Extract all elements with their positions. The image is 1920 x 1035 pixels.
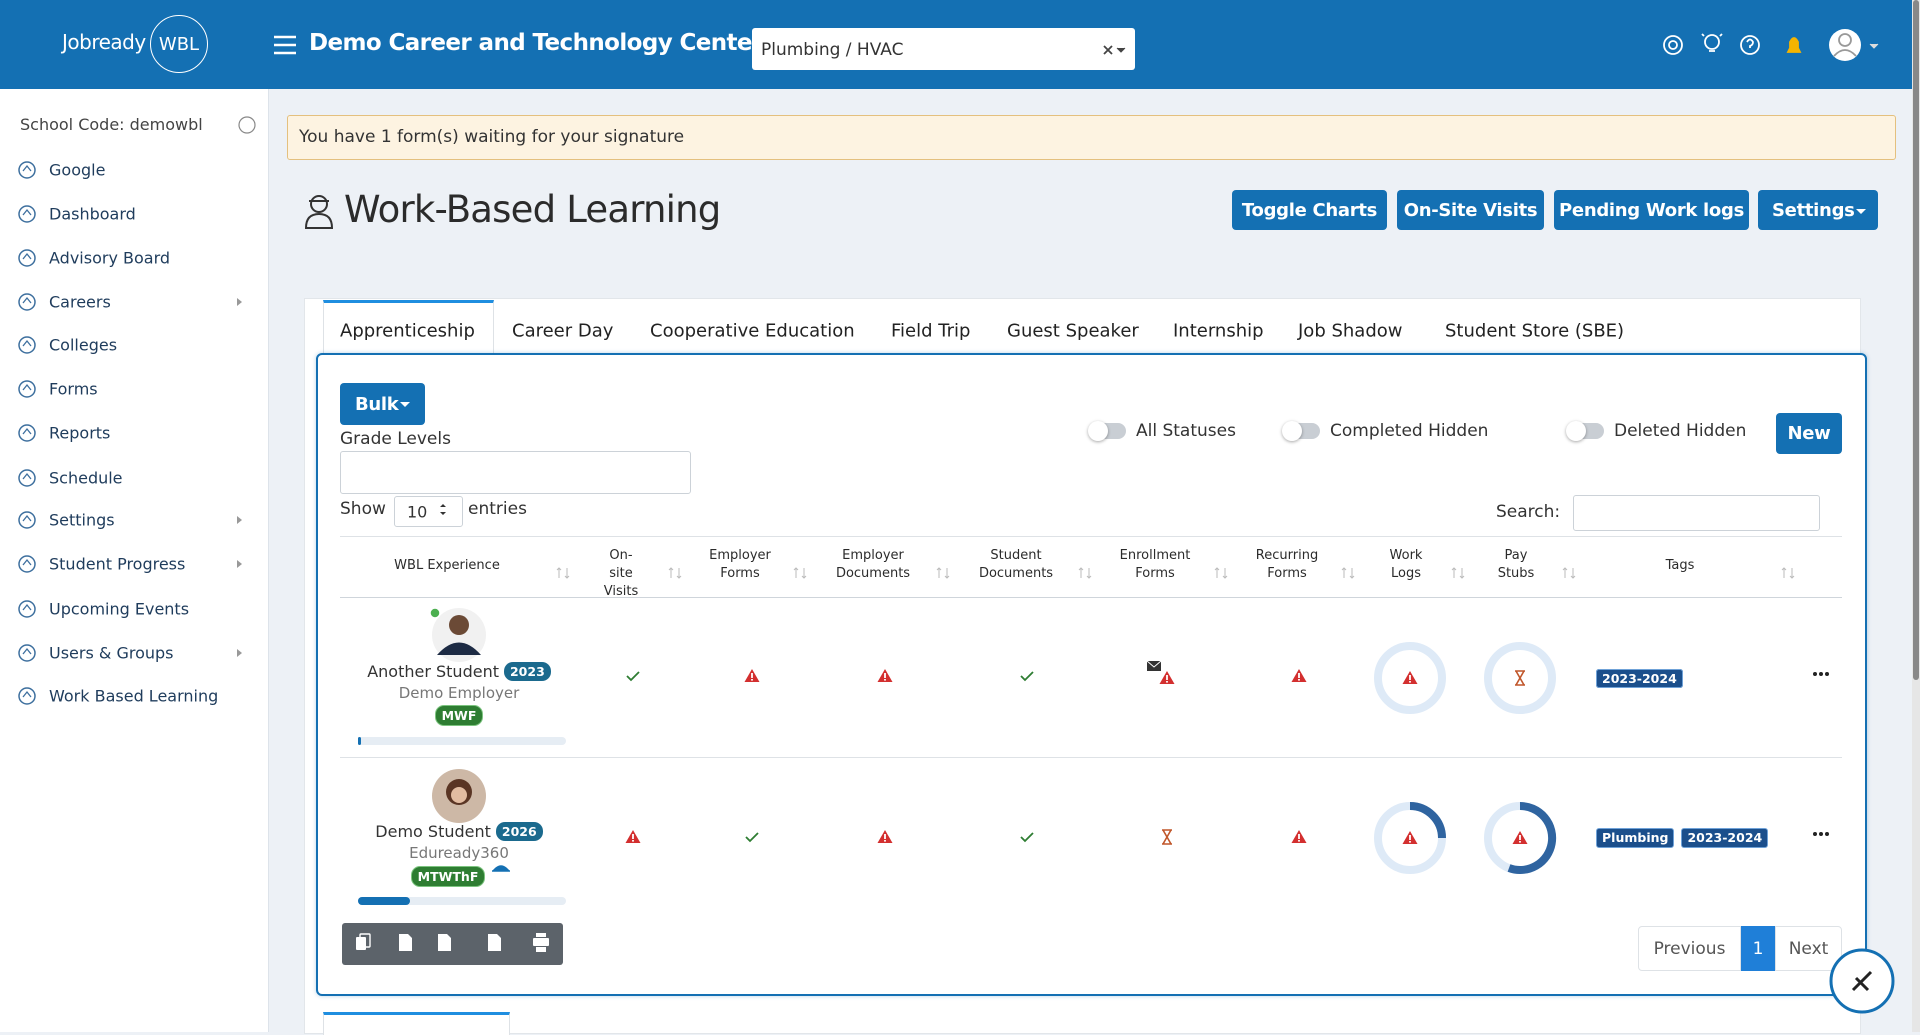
column-header[interactable]: Recurring Forms: [1255, 548, 1319, 581]
progress-fill: [358, 737, 361, 745]
program-select[interactable]: [752, 28, 1135, 70]
column-header[interactable]: Employer Forms: [709, 548, 771, 581]
toggle-label: Deleted Hidden: [1614, 421, 1747, 441]
column-header[interactable]: WBL Experience: [394, 558, 500, 573]
student-name[interactable]: Demo Student: [375, 822, 491, 841]
settings-button[interactable]: Settings: [1758, 190, 1878, 230]
school-code: School Code: demowbl: [20, 115, 203, 134]
nav-item[interactable]: Careers: [49, 292, 111, 312]
student-line: Demo Student 2026: [339, 822, 579, 841]
toggle-switch[interactable]: [1088, 421, 1126, 441]
page-title: Work-Based Learning: [344, 188, 721, 231]
column-header[interactable]: Pay Stubs: [1497, 548, 1535, 581]
schedule-wrap: MTWThF: [339, 866, 579, 887]
table-header: [340, 536, 1842, 598]
pagination-next[interactable]: Next: [1775, 926, 1842, 971]
toggle-charts-button[interactable]: Toggle Charts: [1232, 190, 1387, 230]
nav-item[interactable]: Upcoming Events: [49, 599, 190, 619]
scrollbar[interactable]: [1912, 0, 1920, 1032]
tab[interactable]: Student Store (SBE): [1445, 320, 1625, 342]
onsite-visits-button[interactable]: On-Site Visits: [1397, 190, 1544, 230]
entries-label: entries: [468, 499, 527, 519]
nav-item[interactable]: Colleges: [49, 335, 118, 355]
nav-item[interactable]: Users & Groups: [49, 643, 174, 663]
brand-badge: WBL: [150, 15, 208, 73]
tab[interactable]: Field Trip: [891, 320, 971, 342]
schedule-badge: MTWThF: [410, 866, 486, 887]
tab[interactable]: Job Shadow: [1298, 320, 1403, 342]
column-header[interactable]: Enrollment Forms: [1119, 548, 1191, 581]
column-header[interactable]: Employer Documents: [835, 548, 911, 581]
export-buttons[interactable]: [342, 923, 563, 965]
column-header[interactable]: On-site Visits: [603, 548, 639, 599]
toggle-label: All Statuses: [1136, 421, 1236, 441]
nav-item[interactable]: Google: [49, 160, 106, 180]
active-tab[interactable]: [323, 300, 494, 358]
progress-fill: [358, 897, 410, 905]
nav-item[interactable]: Advisory Board: [49, 248, 171, 268]
column-header[interactable]: Student Documents: [978, 548, 1054, 581]
tab[interactable]: Apprenticeship: [340, 320, 475, 342]
tab[interactable]: Guest Speaker: [1007, 320, 1139, 342]
tag: Plumbing: [1596, 828, 1675, 848]
nav-item[interactable]: Reports: [49, 423, 111, 443]
scrollbar-thumb[interactable]: [1913, 0, 1919, 680]
progress-track: [358, 737, 566, 745]
nav-item[interactable]: Student Progress: [49, 554, 186, 574]
employer: Eduready360: [409, 844, 509, 862]
tags: Plumbing 2023-2024: [1596, 828, 1769, 848]
tab[interactable]: Internship: [1173, 320, 1264, 342]
progress-track: [358, 897, 566, 905]
tab[interactable]: Cooperative Education: [650, 320, 855, 342]
icon-part: [310, 195, 328, 213]
entries-select[interactable]: [394, 496, 463, 527]
tag: 2023-2024: [1681, 828, 1769, 848]
column-header[interactable]: Work Logs: [1389, 548, 1423, 581]
nav-item[interactable]: Dashboard: [49, 204, 136, 224]
icon-part: [304, 212, 334, 229]
student-line: Another Student 2023: [339, 662, 579, 681]
tab[interactable]: Career Day: [512, 320, 614, 342]
student-name[interactable]: Another Student: [367, 662, 499, 681]
nav-item[interactable]: Work Based Learning: [49, 686, 219, 706]
program-select-value: Plumbing / HVAC: [761, 40, 904, 60]
nav-item[interactable]: Forms: [49, 379, 98, 399]
tags: 2023-2024: [1596, 668, 1683, 688]
new-button[interactable]: New: [1776, 413, 1842, 454]
page-icon: [304, 195, 334, 229]
grade-levels-input[interactable]: [340, 451, 691, 494]
sidebar: [0, 89, 269, 1032]
alert-text: You have 1 form(s) waiting for your sign…: [299, 127, 685, 147]
search-input[interactable]: [1573, 495, 1820, 531]
pagination-page[interactable]: 1: [1741, 926, 1775, 971]
year-badge: 2026: [495, 822, 543, 841]
entries-value: 10: [407, 502, 428, 522]
employer: Demo Employer: [398, 684, 520, 702]
pagination-previous[interactable]: Previous: [1638, 926, 1741, 971]
next-card-tab: [323, 1012, 510, 1035]
grade-levels-label: Grade Levels: [340, 429, 451, 449]
nav-item[interactable]: Schedule: [49, 468, 123, 488]
pending-worklogs-button[interactable]: Pending Work logs: [1554, 190, 1749, 230]
column-header[interactable]: Tags: [1665, 558, 1695, 573]
search-label: Search:: [1496, 502, 1561, 522]
year-badge: 2023: [503, 662, 551, 681]
school-title: Demo Career and Technology Center: [309, 30, 763, 56]
alert: [287, 115, 1896, 160]
toggle-switch[interactable]: [1282, 421, 1320, 441]
schedule-wrap: MWF: [339, 705, 579, 726]
bulk-button[interactable]: Bulk: [340, 383, 425, 425]
tag: 2023-2024: [1596, 669, 1683, 688]
row-divider: [340, 757, 1842, 758]
schedule-badge: MWF: [434, 705, 484, 726]
toggle-switch[interactable]: [1566, 421, 1604, 441]
toggle-label: Completed Hidden: [1330, 421, 1489, 441]
show-label: Show: [340, 499, 386, 519]
brand[interactable]: Jobready: [62, 30, 146, 54]
nav-item[interactable]: Settings: [49, 510, 115, 530]
